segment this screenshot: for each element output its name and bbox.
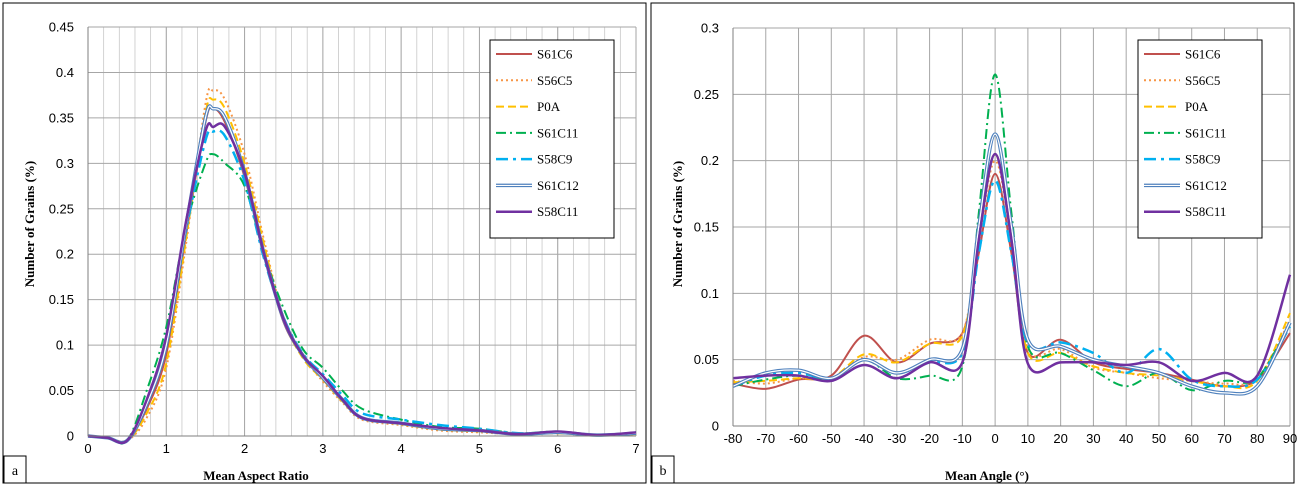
x-tick-label: 2	[241, 441, 248, 456]
x-tick-label: 90	[1283, 431, 1297, 446]
y-tick-label: 0.2	[701, 153, 719, 168]
legend-label-s56c5: S56C5	[537, 73, 572, 88]
x-tick-label: -30	[887, 431, 906, 446]
y-tick-label: 0.35	[49, 110, 74, 125]
legend-box	[489, 39, 615, 239]
y-tick-label: 0.3	[701, 21, 719, 36]
y-tick-label: 0	[712, 419, 719, 434]
x-tick-label: 40	[1119, 431, 1133, 446]
y-tick-label: 0.45	[49, 20, 74, 35]
y-tick-label: 0.15	[694, 220, 719, 235]
legend-box	[1137, 39, 1263, 239]
legend-label-s61c6: S61C6	[537, 47, 573, 62]
panel-a-axes	[87, 27, 636, 437]
x-tick-label: -60	[789, 431, 808, 446]
x-tick-label: -80	[724, 431, 743, 446]
panel-b-x-axis-title: Mean Angle (°)	[945, 468, 1029, 483]
panel-b: -80 -70 -60 -50 -40 -30 -20 -10 0 10 20 30 40 50 60 70 8…	[650, 2, 1298, 484]
panel-a-y-axis-title: Number of Grains (%)	[22, 161, 37, 288]
x-tick-label: 4	[398, 441, 405, 456]
panel-b-label: b	[660, 464, 667, 479]
y-tick-label: 0.1	[56, 338, 74, 353]
series-line-s61c11	[732, 73, 1291, 392]
legend-label-s56c5: S56C5	[1185, 73, 1220, 88]
panel-b-axes	[732, 28, 1290, 427]
series-line-s58c11	[732, 152, 1292, 384]
legend-label-p0a: P0A	[1185, 99, 1209, 114]
x-tick-label: 0	[992, 431, 999, 446]
panel-a: 0 1 2 3 4 5 6 7 0 0.05 0.1 0.15 0.2 0.25 0.3 0.35 0.4 0.4…	[2, 2, 647, 484]
y-tick-label: 0.15	[49, 292, 74, 307]
legend-label-s61c12: S61C12	[1185, 178, 1227, 193]
legend-label-s58c11: S58C11	[1185, 204, 1226, 219]
panel-a-legend: S61C6 S56C5 P0A S61C11 S58C9 S61C12 S58C11	[489, 39, 615, 239]
legend-label-s58c11: S58C11	[537, 204, 578, 219]
y-tick-label: 0.2	[56, 247, 74, 262]
x-tick-label: -50	[822, 431, 841, 446]
panel-a-ticks: 0 1 2 3 4 5 6 7 0 0.05 0.1 0.15 0.2 0.25 0.3 0.35 0.4 0.4…	[49, 20, 640, 457]
legend-label-s61c11: S61C11	[537, 125, 578, 140]
legend-label-p0a: P0A	[537, 99, 561, 114]
x-tick-label: 10	[1021, 431, 1035, 446]
panel-a-label: a	[12, 464, 19, 479]
y-tick-label: 0.4	[56, 65, 74, 80]
x-tick-label: 7	[632, 441, 639, 456]
x-tick-label: 60	[1184, 431, 1198, 446]
panel-a-label-box	[3, 455, 27, 484]
panel-b-ticks: -80 -70 -60 -50 -40 -30 -20 -10 0 10 20 30 40 50 60 70 8…	[694, 21, 1298, 447]
x-tick-label: 80	[1250, 431, 1264, 446]
legend-label-s58c9: S58C9	[1185, 152, 1220, 167]
y-tick-label: 0.25	[694, 87, 719, 102]
y-tick-label: 0.05	[49, 383, 74, 398]
x-tick-label: 3	[319, 441, 326, 456]
y-tick-label: 0.05	[694, 352, 719, 367]
x-tick-label: -10	[953, 431, 972, 446]
panel-b-y-axis-title: Number of Grains (%)	[670, 161, 685, 288]
x-tick-label: 5	[476, 441, 483, 456]
panel-b-label-box	[651, 455, 675, 484]
series-line-s61c11	[87, 152, 637, 445]
panel-b-series	[732, 73, 1292, 396]
x-tick-label: 0	[84, 441, 91, 456]
x-tick-label: 6	[554, 441, 561, 456]
x-tick-label: 70	[1217, 431, 1231, 446]
panel-b-legend: S61C6 S56C5 P0A S61C11 S58C9 S61C12 S58C11	[1137, 39, 1263, 239]
x-tick-label: -40	[855, 431, 874, 446]
legend-label-s61c11: S61C11	[1185, 125, 1226, 140]
y-tick-label: 0.25	[49, 201, 74, 216]
legend-label-s58c9: S58C9	[537, 152, 572, 167]
legend-label-s61c12: S61C12	[537, 178, 579, 193]
x-tick-label: 1	[163, 441, 170, 456]
x-tick-label: -20	[920, 431, 939, 446]
x-tick-label: 30	[1086, 431, 1100, 446]
legend-label-s61c6: S61C6	[1185, 47, 1221, 62]
y-tick-label: 0	[67, 429, 74, 444]
x-tick-label: 50	[1152, 431, 1166, 446]
series-line-s58c11	[87, 122, 637, 445]
panel-a-x-axis-title: Mean Aspect Ratio	[203, 468, 308, 483]
y-tick-label: 0.1	[701, 286, 719, 301]
y-tick-label: 0.3	[56, 156, 74, 171]
panel-a-series	[87, 87, 637, 445]
series-line-s61c12-inner	[732, 133, 1291, 395]
x-tick-label: -70	[756, 431, 775, 446]
x-tick-label: 20	[1053, 431, 1067, 446]
